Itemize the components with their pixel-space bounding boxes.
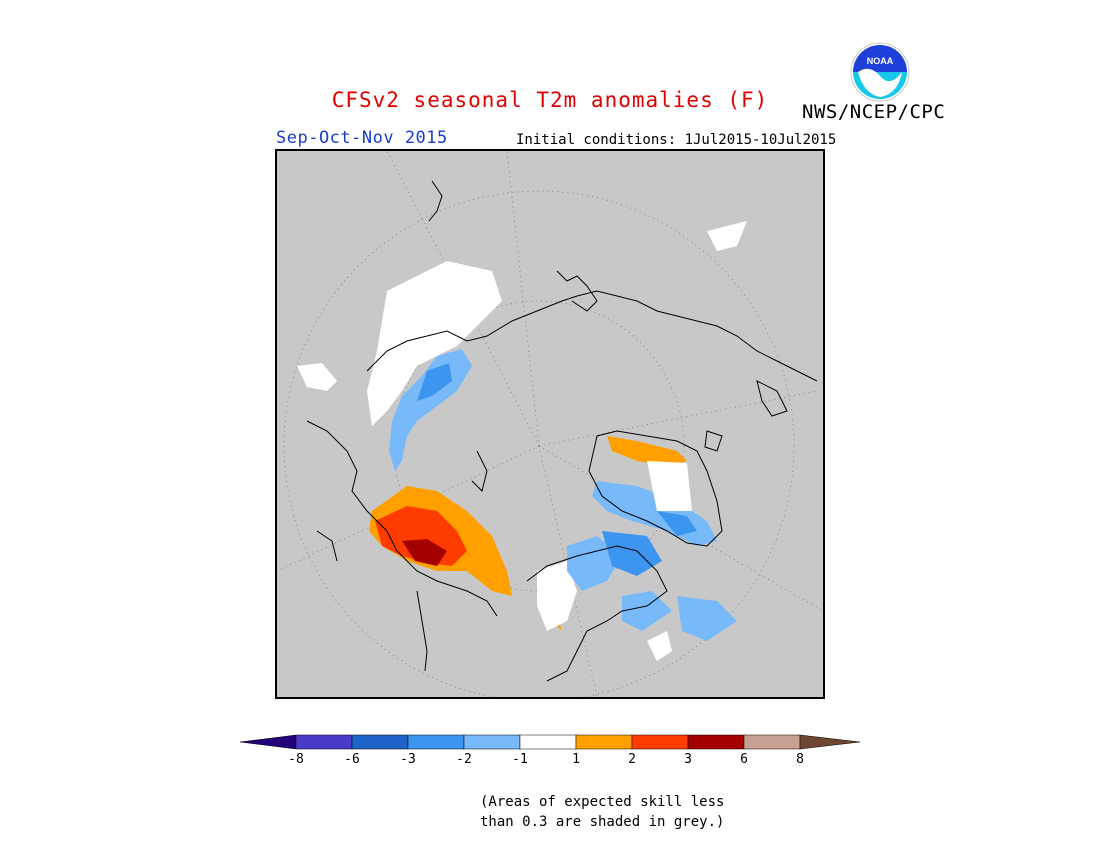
legend-swatch <box>743 734 801 750</box>
legend-tick: 6 <box>740 752 748 767</box>
legend-tick: 2 <box>628 752 636 767</box>
color-legend <box>239 732 861 756</box>
legend-tick: 8 <box>796 752 804 767</box>
alaska-warm-anomaly <box>369 486 562 631</box>
legend-arrow-right <box>799 734 861 750</box>
legend-arrow-left <box>239 734 297 750</box>
initial-conditions-label: Initial conditions: 1Jul2015-10Jul2015 <box>516 132 837 148</box>
polar-map <box>275 149 825 699</box>
canada-cool-anomaly <box>537 221 747 661</box>
legend-swatch <box>575 734 633 750</box>
legend-tick: -2 <box>456 752 472 767</box>
legend-swatch <box>519 734 577 750</box>
legend-swatch <box>351 734 409 750</box>
legend-tick: 3 <box>684 752 692 767</box>
legend-tick: -3 <box>400 752 416 767</box>
legend-swatch <box>687 734 745 750</box>
legend-swatch <box>463 734 521 750</box>
legend-tick: -1 <box>512 752 528 767</box>
legend-tick: 1 <box>572 752 580 767</box>
europe-anomaly-region <box>297 261 502 471</box>
map-title: CFSv2 seasonal T2m anomalies (F) <box>331 88 769 112</box>
skill-note: (Areas of expected skill less than 0.3 a… <box>480 792 724 832</box>
legend-swatch <box>295 734 353 750</box>
skill-note-line2: than 0.3 are shaded in grey.) <box>480 814 725 830</box>
agency-label: NWS/NCEP/CPC <box>802 101 946 123</box>
noaa-logo: NOAA <box>850 42 910 102</box>
legend-tick: -8 <box>288 752 304 767</box>
season-label: Sep-Oct-Nov 2015 <box>276 128 448 148</box>
legend-tick: -6 <box>344 752 360 767</box>
legend-swatch <box>407 734 465 750</box>
coastlines <box>306 180 818 682</box>
noaa-logo-text: NOAA <box>867 56 894 66</box>
legend-swatch <box>631 734 689 750</box>
skill-note-line1: (Areas of expected skill less <box>480 794 725 810</box>
